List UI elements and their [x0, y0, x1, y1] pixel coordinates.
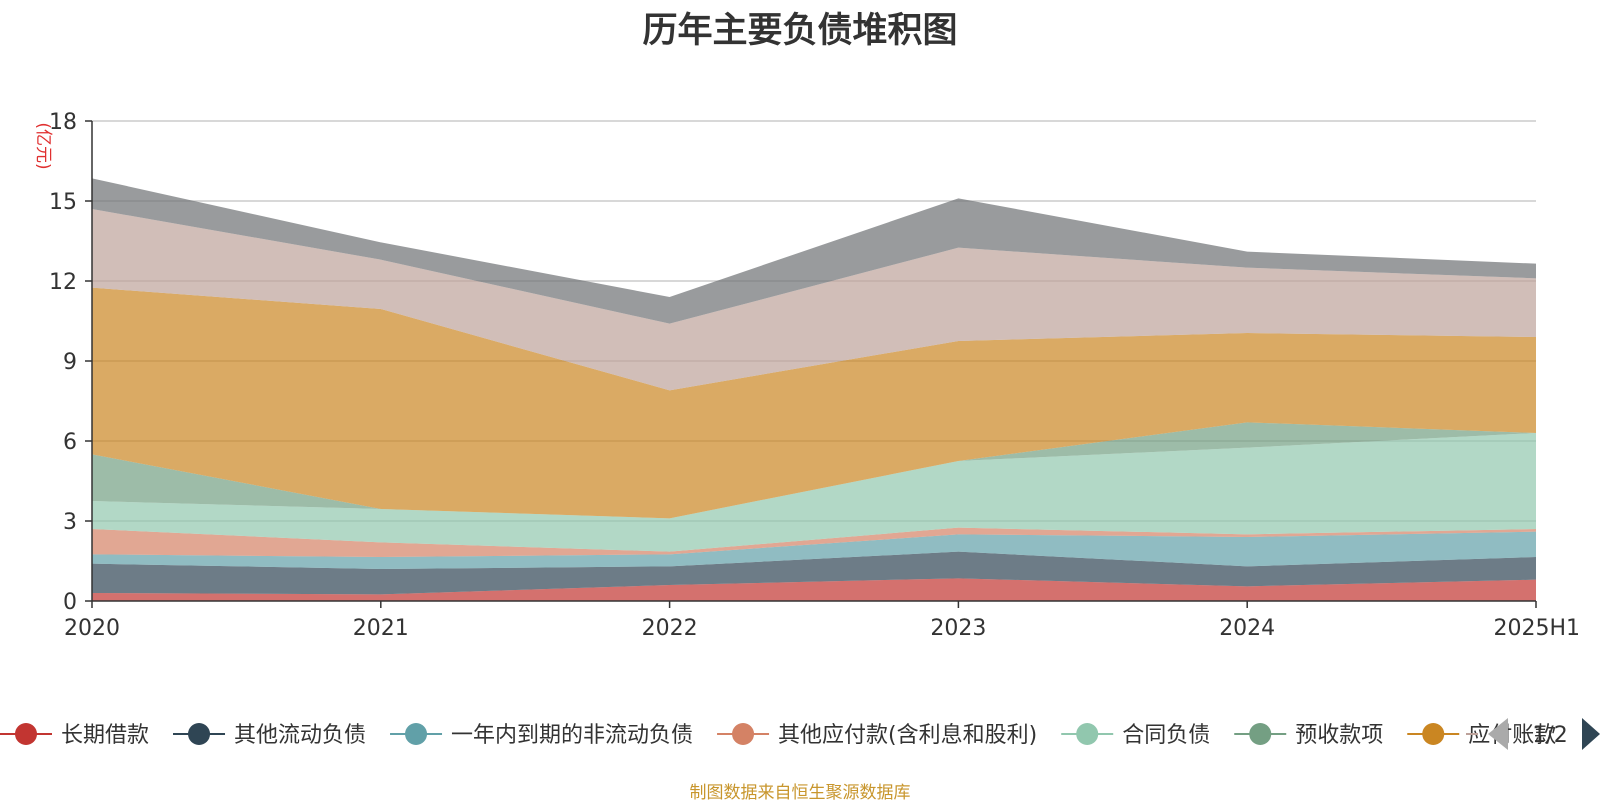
x-tick-label: 2020 — [64, 616, 120, 641]
legend-item[interactable]: 应付账款 — [1407, 723, 1556, 748]
legend-marker — [405, 723, 428, 745]
legend-next-icon[interactable] — [1582, 718, 1600, 750]
x-tick-label: 2024 — [1219, 616, 1275, 641]
legend-item[interactable]: 其他应付款(含利息和股利) — [717, 723, 1037, 748]
legend-item[interactable]: 一年内到期的非流动负债 — [390, 723, 693, 748]
area-series-6 — [92, 422, 1536, 519]
legend-label: 预收款项 — [1295, 723, 1383, 748]
chart-title: 历年主要负债堆积图 — [642, 11, 958, 51]
axes: 0 3 6 9 12 15 18 2020 2021 2022 2023 2024 2025H1 (亿元) — [33, 110, 1580, 641]
y-tick-label: 3 — [63, 510, 77, 535]
legend-marker — [732, 723, 755, 745]
legend-item[interactable]: 预收款项 — [1234, 723, 1383, 748]
legend-marker — [1076, 723, 1099, 745]
x-tick-label: 2021 — [353, 616, 409, 641]
legend-prev-icon[interactable] — [1488, 718, 1508, 750]
legend-item[interactable]: 合同负债 — [1061, 723, 1210, 748]
area-series-8 — [92, 209, 1536, 391]
y-tick-label: 15 — [49, 190, 77, 215]
legend-label: 一年内到期的非流动负债 — [451, 723, 693, 748]
area-series-4 — [92, 527, 1536, 557]
legend-label: 其他应付款(含利息和股利) — [778, 723, 1037, 748]
area-series-3 — [92, 531, 1536, 569]
legend-label: 应付账款 — [1468, 723, 1556, 748]
legend-item[interactable]: 其他流动负债 — [173, 723, 366, 748]
legend-item-partial[interactable] — [1466, 723, 1518, 745]
legend-item[interactable]: 长期借款 — [0, 723, 149, 748]
legend-label: 其他流动负债 — [234, 723, 366, 748]
legend: 长期借款 其他流动负债 一年内到期的非流动负债 其他应付款(含利息和股利) 合同负债 预收… — [0, 718, 1600, 750]
legend-label: 合同负债 — [1122, 723, 1210, 748]
legend-marker — [15, 723, 37, 745]
area-series-2 — [92, 551, 1536, 595]
x-tick-label: 2025H1 — [1493, 616, 1580, 641]
y-tick-label: 12 — [49, 270, 77, 295]
legend-marker — [1249, 723, 1272, 745]
y-tick-label: 9 — [63, 350, 77, 375]
area-series-7 — [92, 287, 1536, 519]
y-tick-label: 18 — [49, 110, 77, 135]
legend-marker — [188, 723, 211, 745]
area-series-5 — [92, 433, 1536, 552]
legend-marker — [1422, 723, 1445, 745]
x-tick-label: 2023 — [930, 616, 986, 641]
x-tick-label: 2022 — [642, 616, 698, 641]
area-series-9 — [92, 178, 1536, 324]
legend-label: 长期借款 — [61, 723, 149, 748]
y-tick-label: 6 — [63, 430, 77, 455]
area-series — [92, 178, 1536, 601]
legend-page-indicator: 1/2 — [1532, 723, 1567, 748]
area-series-1 — [92, 578, 1536, 601]
y-axis-unit-label: (亿元) — [33, 122, 53, 169]
data-source-footer: 制图数据来自恒生聚源数据库 — [689, 783, 911, 803]
y-tick-label: 0 — [63, 590, 77, 615]
